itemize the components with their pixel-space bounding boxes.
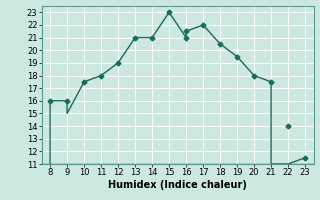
X-axis label: Humidex (Indice chaleur): Humidex (Indice chaleur) (108, 180, 247, 190)
